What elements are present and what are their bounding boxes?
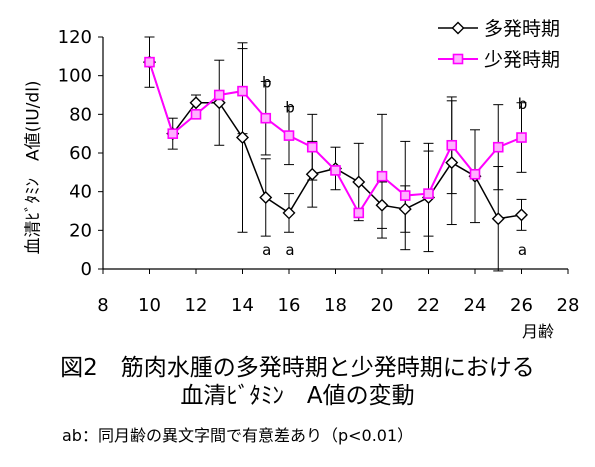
data-point-square: [516, 132, 527, 143]
legend-background: [405, 12, 585, 84]
x-tick-label: 10: [138, 295, 161, 316]
y-tick-label: 60: [69, 143, 92, 164]
y-tick-label: 120: [58, 27, 92, 48]
significance-letter: a: [285, 241, 294, 259]
x-tick-label: 22: [417, 295, 440, 316]
data-point-square: [167, 128, 179, 139]
significance-letter: b: [518, 95, 528, 113]
series-line: [148, 61, 522, 215]
data-point-square: [213, 89, 225, 101]
series-lines: [148, 61, 522, 220]
y-tick-label: 0: [81, 259, 92, 280]
data-point-square: [452, 53, 464, 65]
significance-note: ab：同月齢の異文字間で有意差あり（p<0.01）: [62, 426, 414, 445]
data-point-square: [469, 168, 481, 180]
y-tick-label: 20: [69, 220, 92, 241]
data-point-diamond: [375, 198, 389, 212]
x-tick-label: 8: [97, 295, 108, 316]
x-tick-label: 28: [557, 295, 580, 316]
chart-axes: 0 20 40 60 80 100 120 8 10 12 14 16 18 20 22 24 26 28: [58, 27, 580, 316]
data-point-square: [237, 85, 248, 97]
x-tick-label: 14: [231, 295, 254, 316]
data-point-diamond: [445, 156, 459, 170]
x-tick-label: 24: [464, 295, 487, 316]
significance-letter: a: [518, 241, 527, 259]
series-line: [148, 61, 522, 220]
data-point-square: [190, 109, 202, 120]
data-point-square: [423, 188, 434, 199]
data-point-diamond: [305, 167, 319, 181]
data-point-square: [376, 170, 388, 182]
data-markers: [143, 55, 528, 226]
data-point-square: [492, 141, 504, 153]
x-tick-label: 12: [185, 295, 208, 316]
data-point-diamond: [352, 175, 366, 189]
y-tick-label: 40: [69, 182, 92, 203]
significance-labels: bb ba a a: [262, 74, 527, 259]
data-point-square: [330, 165, 341, 176]
data-point-square: [306, 141, 318, 153]
data-point-diamond: [259, 190, 273, 204]
data-point-diamond: [398, 202, 412, 216]
data-point-square: [353, 207, 365, 219]
x-tick-label: 16: [278, 295, 301, 316]
figure-caption-line2: 血清ﾋﾞﾀﾐﾝ A値の変動: [180, 383, 415, 409]
x-tick-label: 26: [510, 295, 533, 316]
data-point-diamond: [491, 212, 505, 226]
y-tick-label: 80: [69, 104, 92, 125]
legend-label: 多発時期: [484, 18, 560, 40]
data-point-diamond: [451, 21, 465, 35]
data-point-diamond: [236, 131, 249, 145]
significance-letter: a: [262, 241, 271, 259]
x-axis-unit: 月齢: [522, 322, 555, 341]
data-point-diamond: [189, 96, 203, 110]
data-point-square: [260, 112, 272, 124]
data-point-square: [399, 190, 411, 201]
y-axis-label: 血清ﾋﾞﾀﾐﾝ A値(IU/dl): [23, 80, 44, 255]
x-tick-label: 20: [371, 295, 394, 316]
significance-letter: b: [262, 74, 272, 92]
data-point-diamond: [282, 206, 296, 220]
data-point-square: [446, 139, 458, 151]
x-tick-label: 18: [324, 295, 347, 316]
data-point-square: [283, 130, 295, 141]
data-point-diamond: [515, 208, 528, 222]
legend-label: 少発時期: [484, 49, 560, 71]
data-point-square: [144, 56, 155, 68]
y-tick-label: 100: [58, 66, 92, 87]
figure-caption-line1: 図2 筋肉水腫の多発時期と少発時期における: [60, 355, 535, 381]
significance-letter: b: [285, 99, 295, 117]
